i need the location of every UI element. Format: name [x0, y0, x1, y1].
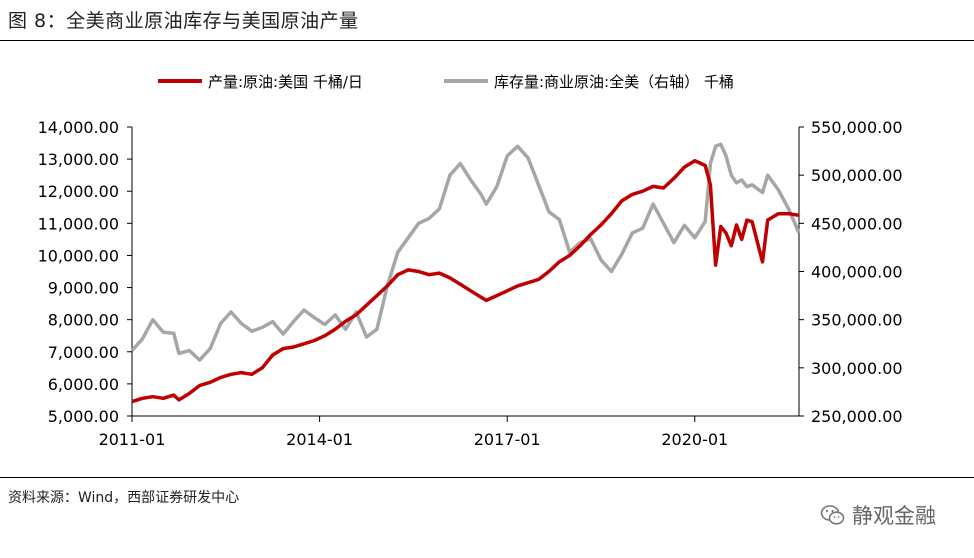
watermark: 静观金融	[820, 500, 936, 530]
legend: 产量:原油:美国 千桶/日 库存量:商业原油:全美（右轴） 千桶	[158, 73, 734, 91]
x-axis-tick-label: 2017-01	[474, 430, 541, 449]
right-axis-tick-label: 500,000.00	[811, 166, 903, 185]
bottom-divider	[0, 477, 974, 478]
legend-label: 产量:原油:美国 千桶/日	[208, 73, 363, 91]
production-series-line	[131, 158, 800, 404]
left-axis-tick-label: 10,000.00	[38, 246, 119, 265]
axes: 5,000.00 6,000.00 7,000.00 8,000.00 9,000.00…	[38, 118, 903, 449]
left-axis-tick-label: 12,000.00	[38, 182, 119, 201]
left-axis-tick-label: 14,000.00	[38, 118, 119, 137]
left-axis-tick-label: 6,000.00	[48, 375, 119, 394]
x-axis-tick-label: 2014-01	[286, 430, 353, 449]
right-axis-tick-label: 550,000.00	[811, 118, 903, 137]
x-axis-tick-label: 2020-01	[661, 430, 728, 449]
right-axis-tick-label: 400,000.00	[811, 263, 903, 282]
left-axis-tick-label: 13,000.00	[38, 150, 119, 169]
right-axis-tick-label: 250,000.00	[811, 407, 903, 426]
inventory-series-line	[130, 142, 801, 362]
top-divider	[0, 40, 974, 41]
right-axis-tick-label: 350,000.00	[811, 311, 903, 330]
watermark-text: 静观金融	[852, 504, 936, 528]
wechat-logo-icon	[820, 505, 845, 525]
legend-label: 库存量:商业原油:全美（右轴） 千桶	[494, 73, 734, 91]
x-axis-tick-label: 2011-01	[99, 430, 166, 449]
right-axis-tick-label: 300,000.00	[811, 359, 903, 378]
left-axis-tick-label: 11,000.00	[38, 214, 119, 233]
page-title: 图 8：全美商业原油库存与美国原油产量	[8, 10, 359, 32]
left-axis-tick-label: 8,000.00	[48, 311, 119, 330]
source-note: 资料来源：Wind，西部证券研发中心	[8, 490, 240, 506]
left-axis-tick-label: 7,000.00	[48, 343, 119, 362]
left-axis-tick-label: 9,000.00	[48, 279, 119, 298]
left-axis-tick-label: 5,000.00	[48, 407, 119, 426]
right-axis-tick-label: 450,000.00	[811, 214, 903, 233]
series-layer	[130, 142, 801, 404]
chart: 产量:原油:美国 千桶/日 库存量:商业原油:全美（右轴） 千桶 5,000.00…	[38, 73, 903, 449]
